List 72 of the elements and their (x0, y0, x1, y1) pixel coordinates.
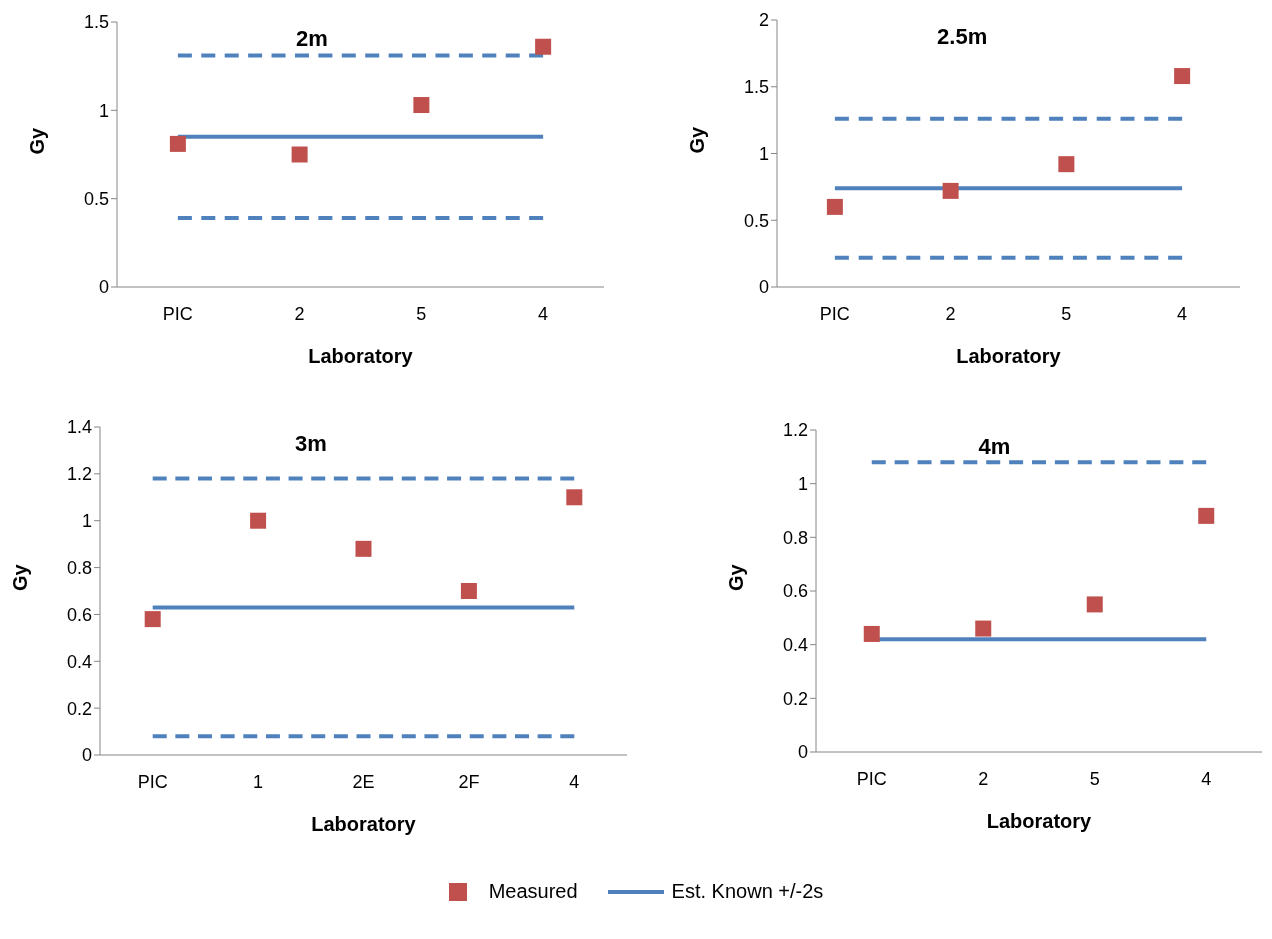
y-tick-label: 2 (758, 10, 769, 31)
x-tick-label: 4 (1201, 768, 1212, 789)
x-tick-label: PIC (819, 303, 850, 324)
y-tick-label: 1.2 (66, 464, 92, 485)
y-tick-label: 0.6 (66, 604, 92, 625)
y-tick-label: 1 (81, 511, 92, 532)
y-tick-label: 0 (758, 277, 769, 298)
y-tick-label: 1.2 (782, 420, 808, 441)
x-tick-label: PIC (856, 768, 887, 789)
x-tick-label: 2F (458, 771, 480, 792)
point (1174, 68, 1191, 85)
x-axis-title: Laboratory (311, 813, 417, 835)
point (355, 540, 372, 557)
chart-title: 2.5m (936, 24, 989, 50)
point (291, 146, 308, 163)
y-axis-title: Gy (26, 126, 49, 155)
y-axis-title: Gy (686, 125, 709, 154)
point (144, 611, 161, 628)
y-tick-label: 0 (797, 742, 808, 763)
x-tick-label: 4 (569, 771, 580, 792)
x-tick-label: 5 (1089, 768, 1100, 789)
point (169, 135, 186, 152)
point (460, 583, 477, 599)
chart-title: 2m (294, 26, 329, 52)
x-tick-label: PIC (162, 303, 193, 324)
x-tick-label: PIC (137, 771, 168, 792)
point (975, 620, 992, 637)
y-tick-label: 0.5 (83, 189, 109, 210)
point (1058, 156, 1075, 173)
y-tick-label: 0 (98, 277, 109, 298)
x-tick-label: 2E (352, 771, 375, 792)
x-tick-label: 4 (538, 303, 549, 324)
y-tick-label: 1 (758, 143, 769, 164)
point (1086, 596, 1103, 613)
y-tick-label: 0.4 (782, 635, 808, 656)
y-tick-label: 0.8 (782, 527, 808, 548)
y-tick-label: 1.5 (743, 77, 769, 98)
x-tick-label: 2 (945, 303, 956, 324)
x-tick-label: 5 (416, 303, 427, 324)
point (826, 198, 843, 215)
y-axis-title: Gy (9, 563, 32, 591)
legend-label: Measured (488, 880, 578, 903)
y-tick-label: 1.5 (83, 12, 109, 33)
x-tick-label: 5 (1061, 303, 1072, 324)
y-tick-label: 0.2 (782, 688, 808, 709)
legend-label: Est. Known +/-2s (671, 880, 824, 903)
x-tick-label: 4 (1177, 303, 1188, 324)
point (566, 489, 583, 506)
point (413, 97, 430, 114)
x-axis-title: Laboratory (986, 810, 1093, 832)
chart-title: 3m (293, 431, 328, 457)
y-tick-label: 0.5 (743, 210, 769, 231)
point (250, 512, 267, 529)
x-axis-title: Laboratory (956, 345, 1062, 367)
y-tick-label: 0.6 (782, 581, 808, 602)
chart-title: 4m (977, 434, 1012, 460)
y-tick-label: 1 (98, 100, 109, 121)
x-tick-label: 1 (253, 771, 264, 792)
y-tick-label: 1 (797, 474, 808, 495)
x-tick-label: 2 (978, 768, 989, 789)
x-axis-title: Laboratory (308, 345, 414, 367)
y-tick-label: 0 (81, 745, 92, 766)
point (1198, 507, 1215, 524)
y-tick-label: 1.4 (66, 417, 92, 438)
x-tick-label: 2 (294, 303, 305, 324)
y-axis-title: Gy (725, 563, 748, 591)
point (863, 625, 880, 642)
y-tick-label: 0.2 (66, 698, 92, 719)
y-tick-label: 0.8 (66, 557, 92, 578)
y-tick-label: 0.4 (66, 651, 92, 672)
point (535, 38, 552, 55)
point (942, 182, 959, 199)
